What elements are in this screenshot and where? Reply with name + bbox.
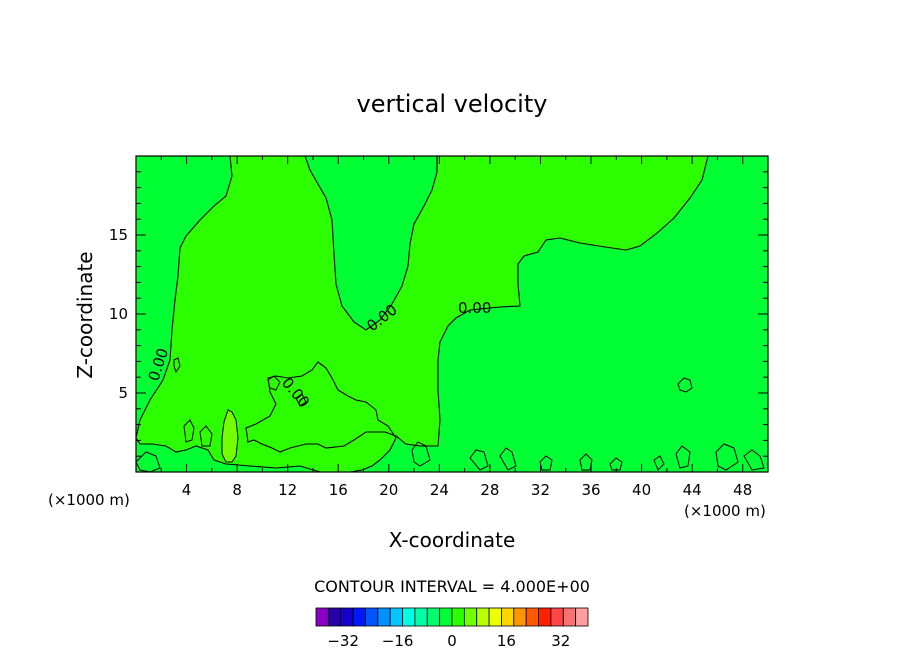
y-ticks: 5 10 15 [109,171,768,457]
colorbar-swatch [426,607,441,627]
contour-interval-text: CONTOUR INTERVAL = 4.000E+00 [314,577,590,596]
x-tick-label: 4 [182,481,192,499]
contour-line-6 [499,447,517,471]
x-tick-label: 8 [232,481,242,499]
colorbar-swatch [439,607,453,627]
colorbar-tick-label: 16 [497,632,516,650]
contour-line-11 [715,443,739,471]
colorbar-swatch [402,607,416,627]
contour-line-5 [469,449,489,471]
colorbar-swatch [476,607,490,627]
x-tick-label: 28 [480,481,499,499]
x-ticks: 4 8 12 16 20 24 28 32 36 40 44 48 [160,156,752,499]
x-tick-label: 20 [379,481,398,499]
y-tick-label: 5 [118,384,128,402]
colorbar-swatch [451,607,465,627]
colorbar-swatch [463,607,478,627]
x-unit-label-right: (×1000 m) [684,502,766,520]
colorbar-swatch [513,607,527,627]
x-tick-label: 24 [430,481,449,499]
colorbar-tick-label: 0 [447,632,457,650]
x-unit-label: (×1000 m) [48,491,130,509]
colorbar-swatch [525,607,539,627]
zero-contour-main [135,155,709,473]
colorbar-tick-label: −32 [327,632,359,650]
contour-line-1 [677,377,693,393]
x-tick-label: 48 [733,481,752,499]
contour-line-12 [743,449,765,471]
colorbar-tick-label: −16 [382,632,414,650]
contour-line-14 [199,425,213,447]
contour-line-16 [267,375,281,391]
x-tick-label: 16 [329,481,348,499]
colorbar-swatch [340,607,354,627]
x-tick-label: 12 [278,481,297,499]
colorbar-tick-label: 32 [551,632,570,650]
contour-line-17 [295,393,307,407]
zero-contours [135,155,765,473]
colorbar-swatch [352,607,366,627]
colorbar-swatch [501,607,515,627]
x-tick-label: 40 [632,481,651,499]
x-axis-label: X-coordinate [389,528,516,552]
colorbar-ticks: −32 −16 0 16 32 [327,632,570,650]
x-tick-label: 44 [683,481,702,499]
colorbar-swatch [377,607,391,627]
contour-line-15 [653,455,665,471]
colorbar-swatch [488,607,502,627]
chart-title: vertical velocity [357,90,548,118]
y-tick-label: 15 [109,226,128,244]
colorbar-swatch [550,607,564,627]
colorbar-swatch [538,607,552,627]
updraft-region [136,156,708,472]
x-tick-label: 32 [531,481,550,499]
colorbar-swatch [562,607,577,627]
colorbar-swatch [315,607,329,627]
contour-line-2 [173,357,181,374]
contour-line-10 [675,445,691,469]
contour-line-3 [135,451,161,473]
colorbar-swatch [365,607,379,627]
contour-line-9 [609,457,623,471]
colorbar [315,607,589,627]
contour-label-1: 0.00 [458,299,491,317]
colorbar-swatch [327,607,342,627]
core-region [221,409,239,463]
colorbar-swatch [389,607,403,627]
y-axis-label: Z-coordinate [73,251,97,378]
colorbar-swatch [575,607,589,627]
x-tick-label: 36 [581,481,600,499]
contour-line-13 [183,419,195,443]
y-tick-label: 10 [109,305,128,323]
contour-line-7 [539,455,553,471]
colorbar-swatch [414,607,428,627]
contour-line-4 [411,441,431,467]
